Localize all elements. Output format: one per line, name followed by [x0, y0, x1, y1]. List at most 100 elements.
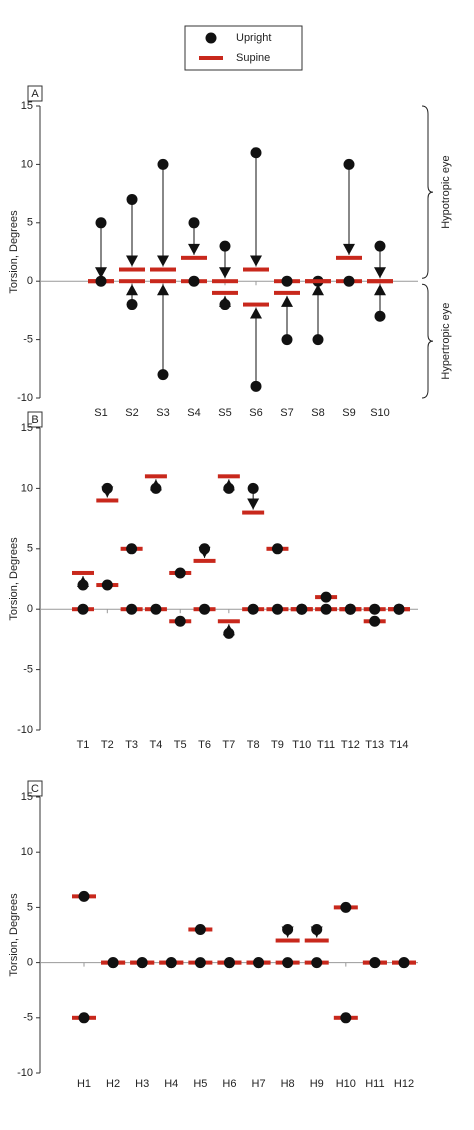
- upright-dot: [398, 957, 410, 969]
- x-tick-label: T1: [77, 739, 90, 751]
- x-tick-label: H2: [106, 1078, 120, 1090]
- arrowhead: [343, 243, 355, 255]
- y-tick-label: -5: [23, 664, 33, 676]
- supine-bar: [367, 279, 393, 284]
- upright-dot: [311, 923, 323, 935]
- upright-dot: [374, 240, 386, 252]
- upright-dot: [126, 543, 138, 555]
- supine-bar: [150, 267, 176, 272]
- upright-dot: [188, 275, 200, 287]
- upright-dot: [343, 158, 355, 170]
- upright-dot: [223, 627, 235, 639]
- x-tick-label: H8: [281, 1078, 295, 1090]
- x-tick-label: S10: [370, 407, 390, 419]
- legend-marker-upright: [205, 32, 217, 44]
- y-tick-label: 0: [27, 603, 33, 615]
- x-tick-label: S1: [94, 407, 107, 419]
- upright-dot: [223, 957, 235, 969]
- panel-label-box: [27, 780, 43, 797]
- upright-dot: [271, 603, 283, 615]
- x-tick-label: S2: [125, 407, 138, 419]
- upright-dot: [150, 603, 162, 615]
- x-tick-label: T13: [365, 739, 384, 751]
- x-tick-label: S3: [156, 407, 169, 419]
- upright-dot: [250, 147, 262, 159]
- upright-dot: [126, 299, 138, 311]
- supine-bar: [144, 474, 167, 479]
- y-tick-label: 5: [27, 901, 33, 913]
- supine-bar: [212, 279, 238, 284]
- supine-bar: [72, 570, 94, 575]
- supine-bar: [275, 938, 300, 943]
- supine-bar: [217, 619, 240, 624]
- upright-dot: [174, 567, 186, 579]
- x-tick-label: T4: [150, 739, 163, 751]
- x-tick-label: S7: [280, 407, 293, 419]
- supine-bar: [193, 558, 216, 563]
- upright-dot: [271, 543, 283, 555]
- y-tick-label: 15: [21, 791, 33, 803]
- arrowhead: [374, 267, 386, 279]
- y-tick-label: 10: [21, 158, 33, 170]
- brace: [421, 283, 434, 399]
- x-tick-label: T14: [390, 739, 409, 751]
- x-tick-label: T3: [125, 739, 138, 751]
- supine-bar: [96, 498, 119, 503]
- y-tick-label: 10: [21, 482, 33, 494]
- upright-dot: [95, 217, 107, 229]
- upright-dot: [78, 890, 90, 902]
- arrowhead: [312, 284, 324, 296]
- upright-dot: [340, 901, 352, 913]
- upright-dot: [78, 1012, 90, 1024]
- upright-dot: [247, 482, 259, 494]
- supine-bar: [212, 290, 238, 295]
- y-tick-label: 5: [27, 217, 33, 229]
- upright-dot: [77, 579, 89, 591]
- x-tick-label: H9: [310, 1078, 324, 1090]
- x-tick-label: T6: [198, 739, 211, 751]
- x-tick-label: H11: [365, 1078, 384, 1090]
- arrowhead: [95, 267, 107, 279]
- panel-label-box: [27, 411, 43, 428]
- upright-dot: [107, 957, 119, 969]
- supine-bar: [243, 267, 269, 272]
- arrowhead: [374, 284, 386, 296]
- upright-dot: [374, 310, 386, 322]
- supine-bar: [150, 279, 176, 284]
- y-tick-label: -10: [17, 392, 33, 404]
- upright-dot: [188, 217, 200, 229]
- x-tick-label: T11: [317, 739, 335, 751]
- y-tick-label: 15: [21, 422, 33, 434]
- arrowhead: [157, 284, 169, 296]
- x-tick-label: H3: [135, 1078, 149, 1090]
- upright-dot: [253, 957, 265, 969]
- upright-dot: [340, 1012, 352, 1024]
- x-tick-label: H7: [252, 1078, 266, 1090]
- upright-dot: [369, 603, 381, 615]
- legend-label: Upright: [236, 32, 271, 44]
- supine-bar: [304, 938, 329, 943]
- arrowhead: [250, 307, 262, 319]
- supine-bar: [242, 510, 265, 515]
- y-axis-title: Torsion, Degrees: [8, 537, 20, 621]
- x-tick-label: S6: [249, 407, 262, 419]
- upright-dot: [126, 193, 138, 205]
- x-tick-label: T8: [247, 739, 260, 751]
- annotation: Hypertropic eye: [440, 303, 452, 380]
- upright-dot: [126, 603, 138, 615]
- annotation: Hypotropic eye: [440, 155, 452, 228]
- upright-dot: [369, 957, 381, 969]
- x-tick-label: T9: [271, 739, 284, 751]
- y-axis-title: Torsion, Degrees: [8, 210, 20, 294]
- upright-dot: [219, 240, 231, 252]
- supine-bar: [119, 279, 145, 284]
- upright-dot: [219, 299, 231, 311]
- panel-label: C: [31, 783, 39, 795]
- arrowhead: [126, 284, 138, 296]
- y-tick-label: -10: [17, 724, 33, 736]
- supine-bar: [336, 255, 362, 260]
- supine-bar: [119, 267, 145, 272]
- upright-dot: [393, 603, 405, 615]
- x-tick-label: T5: [174, 739, 187, 751]
